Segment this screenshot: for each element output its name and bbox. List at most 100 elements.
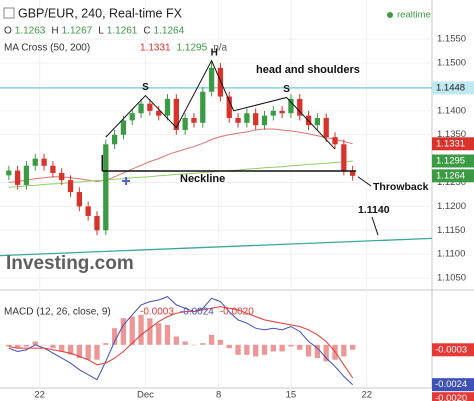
- macd-histogram-bar: [67, 344, 74, 355]
- macd-histogram-bar: [253, 344, 259, 357]
- candle-body: [147, 103, 153, 111]
- macd-marker-label: -0.0003: [435, 344, 467, 355]
- macd-histogram-bar: [41, 344, 47, 346]
- candle-body: [50, 165, 56, 173]
- candle-body: [288, 98, 294, 114]
- throwback-arrow: [357, 176, 372, 187]
- candle-body: [270, 110, 276, 116]
- trend-line: [0, 237, 433, 257]
- macd-histogram-bar: [297, 344, 303, 350]
- candle-body: [235, 118, 241, 123]
- candle-body: [120, 120, 127, 135]
- macd-legend: -0.0003 -0.0024 -0.0020: [140, 307, 254, 318]
- indicator-value: 1.1331: [140, 43, 171, 54]
- x-tick-label: 22: [34, 390, 45, 401]
- macd-histogram-bar: [6, 344, 12, 347]
- macd-title: MACD (12, 26, close, 9): [4, 307, 111, 318]
- ohlc-legend: O 1.1263 H 1.1267 L 1.1261 C 1.1264: [4, 26, 185, 37]
- candle-body: [111, 134, 118, 145]
- candle-body: [138, 103, 144, 114]
- x-tick-label: 8: [216, 390, 221, 401]
- shoulder-label: S: [142, 82, 149, 93]
- chart-title: GBP/EUR, 240, Real-time FX: [18, 6, 183, 20]
- candle-body: [217, 67, 224, 97]
- price-marker: [432, 81, 474, 95]
- collapse-icon[interactable]: [3, 7, 15, 19]
- y-tick-label: 1.1500: [437, 58, 466, 69]
- macd-histogram-bar: [279, 344, 285, 352]
- ohlc-key: O: [4, 26, 12, 37]
- macd-histogram-bar: [235, 344, 241, 355]
- macd-histogram-bar: [147, 318, 153, 345]
- overlay: [101, 59, 379, 236]
- throwback-label: Throwback: [373, 181, 429, 193]
- macd-histogram-bar: [59, 344, 65, 352]
- macd-histogram-bar: [103, 343, 109, 345]
- macd-histogram-bar: [314, 344, 321, 359]
- x-tick-label: 15: [286, 390, 297, 401]
- macd-histogram-bar: [129, 316, 135, 345]
- candle-body: [41, 158, 47, 166]
- macd-histogram-bar: [23, 344, 30, 347]
- ohlc-key: C: [143, 26, 150, 37]
- macd-histogram-bar: [288, 344, 294, 347]
- y-tick-label: 1.1550: [437, 34, 466, 45]
- macd-histogram-bar: [341, 344, 347, 357]
- macd-histogram-bar: [182, 341, 188, 345]
- macd-legend-value: -0.0020: [220, 307, 254, 318]
- macd-histogram-bar: [200, 343, 206, 345]
- macd-histogram-bar: [76, 344, 82, 359]
- ohlc-value: 1.1264: [154, 26, 185, 37]
- macd-histogram-bar: [32, 341, 38, 345]
- y-tick-label: 1.1050: [437, 273, 466, 284]
- macd-histogram-bar: [191, 344, 197, 346]
- candle-body: [226, 96, 232, 119]
- candle-body: [156, 110, 162, 116]
- candle-body: [261, 115, 268, 126]
- candle-body: [279, 110, 285, 114]
- neckline-label: Neckline: [180, 173, 225, 185]
- candle-body: [191, 118, 197, 123]
- candle-body: [6, 170, 12, 176]
- candle-body: [32, 158, 38, 166]
- macd-marker: [432, 392, 474, 401]
- candle-body: [208, 67, 215, 92]
- candle-body: [200, 91, 206, 123]
- watermark: Investing.com: [6, 253, 134, 274]
- candle-body: [67, 180, 74, 193]
- macd-histogram-bar: [244, 344, 250, 355]
- candle-body: [103, 144, 109, 231]
- plot: [0, 60, 433, 386]
- grid: [0, 0, 432, 388]
- y-tick-label: 1.1150: [437, 225, 465, 236]
- price-marker-label: 1.1448: [436, 82, 465, 93]
- status-dot: [387, 12, 393, 18]
- macd-histogram-bar: [85, 344, 91, 360]
- y-tick-label: 1.1100: [437, 249, 465, 260]
- candle-body: [164, 98, 171, 116]
- candle-body: [332, 137, 338, 145]
- macd-line: [8, 306, 354, 379]
- macd-histogram-bar: [50, 344, 56, 349]
- candle-body: [76, 192, 82, 207]
- macd-histogram-bar: [323, 344, 329, 362]
- macd-histogram-bar: [305, 344, 312, 357]
- candle-body: [173, 98, 179, 130]
- macd-marker: [432, 343, 474, 357]
- head-label: H: [211, 47, 218, 58]
- price-marker: [432, 137, 474, 151]
- macd-histogram-bar: [164, 324, 171, 345]
- price-marker-label: 1.1264: [436, 170, 465, 181]
- macd-marker: [432, 378, 474, 392]
- candle-body: [23, 165, 30, 185]
- indicator-value: 1.1295: [177, 43, 208, 54]
- price-marker: [432, 169, 474, 183]
- macd-histogram-bar: [217, 339, 224, 345]
- candle-body: [129, 113, 135, 121]
- macd-histogram-bar: [120, 318, 127, 345]
- ohlc-value: 1.1261: [107, 26, 138, 37]
- crosshair-icon: [122, 177, 131, 185]
- macd-histogram-bar: [111, 328, 118, 345]
- ohlc-value: 1.1267: [62, 26, 93, 37]
